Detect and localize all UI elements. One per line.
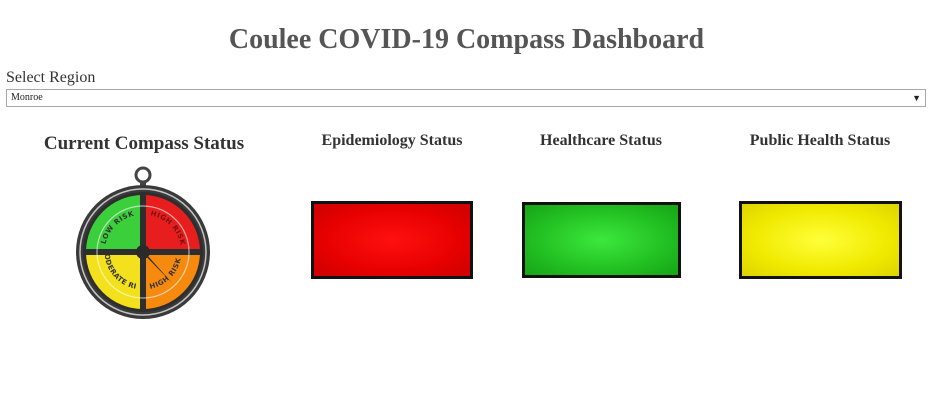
high-risk-quadrant-top xyxy=(143,195,200,252)
epidemiology-status-title: Epidemiology Status xyxy=(321,132,463,149)
region-select-label: Select Region xyxy=(6,69,96,86)
compass-gauge: LOW RISK HIGH RISK MODERATE RISK HIGH RI… xyxy=(71,159,211,321)
region-select[interactable]: Monroe ▼ xyxy=(6,89,926,107)
moderate-risk-quadrant xyxy=(86,252,143,309)
compass-ring xyxy=(134,166,152,184)
healthcare-status-title: Healthcare Status xyxy=(540,132,662,149)
healthcare-status-indicator xyxy=(522,202,681,278)
public-health-status-indicator xyxy=(739,201,902,279)
epidemiology-status-indicator xyxy=(311,201,473,279)
public-health-status-title: Public Health Status xyxy=(749,132,891,149)
compass-status-title: Current Compass Status xyxy=(43,133,245,154)
chevron-down-icon[interactable]: ▼ xyxy=(912,93,921,103)
compass-hub xyxy=(136,245,150,259)
low-risk-quadrant xyxy=(86,195,143,252)
region-select-value: Monroe xyxy=(11,92,43,103)
high-risk-quadrant-bottom xyxy=(143,252,200,309)
page-title: Coulee COVID-19 Compass Dashboard xyxy=(228,24,705,55)
